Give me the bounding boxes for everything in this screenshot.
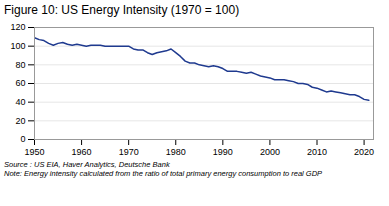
svg-text:1950: 1950 [24, 147, 44, 157]
svg-text:80: 80 [15, 60, 25, 70]
svg-text:1970: 1970 [119, 147, 139, 157]
html-text:Source : US EIA, Haver Analyti: Source : US EIA, Haver Analytics, Deutsc… [4, 160, 323, 178]
html-text:Figure 10: US Energy Intensity: Figure 10: US Energy Intensity (1970 = 1… [4, 3, 240, 17]
svg-text:60: 60 [15, 78, 25, 88]
svg-text:120: 120 [10, 22, 25, 32]
svg-text:2020: 2020 [354, 147, 374, 157]
svg-text:2000: 2000 [260, 147, 280, 157]
svg-text:20: 20 [15, 116, 25, 126]
svg-text:0: 0 [20, 134, 25, 144]
svg-text:40: 40 [15, 97, 25, 107]
svg-text:1960: 1960 [72, 147, 92, 157]
svg-text:100: 100 [10, 41, 25, 51]
svg-text:1980: 1980 [166, 147, 186, 157]
svg-text:2010: 2010 [307, 147, 327, 157]
svg-text:1990: 1990 [213, 147, 233, 157]
